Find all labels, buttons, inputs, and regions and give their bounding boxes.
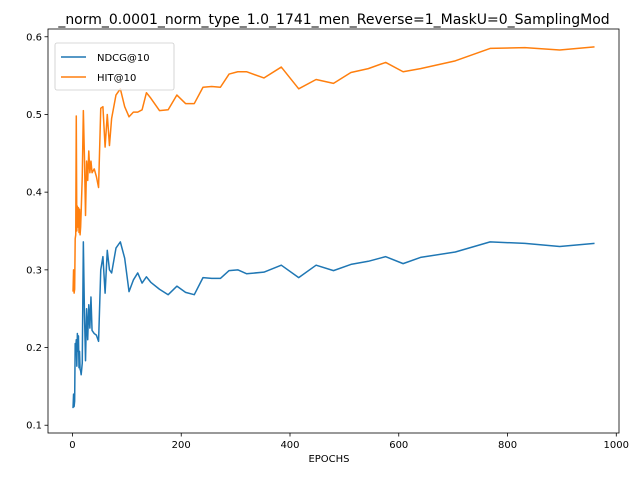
x-tick-label: 800 <box>498 440 517 451</box>
y-tick-label: 0.4 <box>26 188 42 199</box>
legend-label-ndcg: NDCG@10 <box>97 53 150 64</box>
y-axis: 0.1 0.2 0.3 0.4 0.5 0.6 <box>26 32 48 432</box>
x-tick-label: 600 <box>389 440 408 451</box>
x-tick-label: 400 <box>280 440 299 451</box>
legend-label-hit: HIT@10 <box>97 73 136 84</box>
series-line-hit-10 <box>72 46 595 294</box>
y-tick-label: 0.3 <box>26 265 42 276</box>
y-tick-label: 0.1 <box>26 421 42 432</box>
legend: NDCG@10 HIT@10 <box>54 42 175 91</box>
series-layer <box>72 46 595 409</box>
x-tick-label: 1000 <box>604 440 629 451</box>
x-axis: 0 200 400 600 800 1000 <box>69 433 629 451</box>
series-line-ndcg-10 <box>72 241 595 409</box>
legend-box <box>54 42 175 91</box>
x-axis-label: EPOCHS <box>308 454 349 465</box>
plot-area <box>48 29 619 433</box>
y-tick-label: 0.2 <box>26 343 42 354</box>
plot-frame <box>47 28 620 434</box>
y-tick-label: 0.6 <box>26 32 42 43</box>
chart-title: _norm_0.0001_norm_type_1.0_1741_men_Reve… <box>57 12 609 28</box>
y-tick-label: 0.5 <box>26 110 42 121</box>
x-tick-label: 0 <box>69 440 75 451</box>
x-tick-label: 200 <box>172 440 191 451</box>
